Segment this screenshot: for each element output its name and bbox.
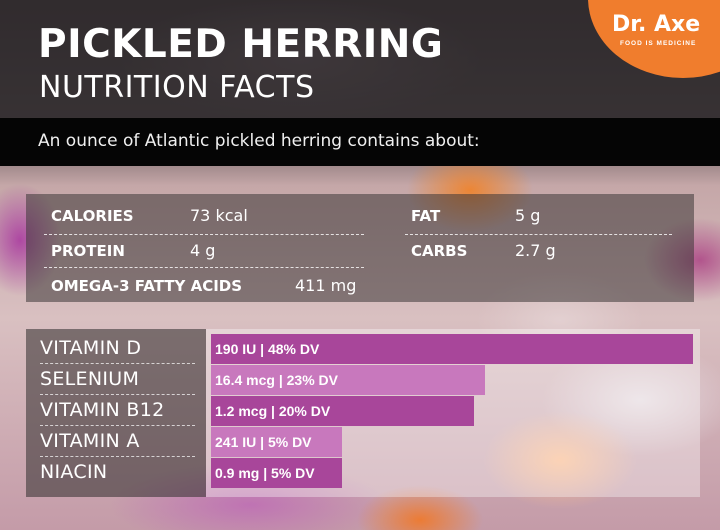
- macros-panel: [26, 194, 694, 302]
- stat-value: 5 g: [515, 206, 541, 225]
- divider: [40, 394, 195, 395]
- intro-bar: [0, 118, 720, 166]
- stat-label: PROTEIN: [51, 242, 125, 260]
- stat-label: OMEGA-3 FATTY ACIDS: [51, 277, 243, 295]
- bar-selenium: 16.4 mcg | 23% DV: [211, 365, 485, 395]
- intro-text: An ounce of Atlantic pickled herring con…: [38, 131, 480, 151]
- stat-value: 2.7 g: [515, 241, 556, 260]
- bar-vitamin-d: 190 IU | 48% DV: [211, 334, 693, 364]
- bar-vitamin-b12: 1.2 mcg | 20% DV: [211, 396, 474, 426]
- vitamin-label: NIACIN: [40, 461, 108, 483]
- divider: [44, 234, 364, 235]
- divider: [40, 425, 195, 426]
- divider: [405, 234, 672, 235]
- stat-label: FAT: [411, 207, 441, 225]
- stat-value: 4 g: [190, 241, 216, 260]
- vitamin-label: VITAMIN A: [40, 430, 140, 452]
- vitamins-label-panel: [26, 329, 206, 497]
- stat-value: 73 kcal: [190, 206, 248, 225]
- stat-label: CARBS: [411, 242, 468, 260]
- vitamin-label: VITAMIN D: [40, 337, 142, 359]
- page-subtitle: NUTRITION FACTS: [39, 70, 315, 105]
- page-title: PICKLED HERRING: [38, 22, 444, 67]
- vitamin-label: VITAMIN B12: [40, 399, 165, 421]
- divider: [44, 267, 364, 268]
- brand-logo-name: Dr. Axe: [612, 12, 701, 37]
- divider: [40, 456, 195, 457]
- stat-label: CALORIES: [51, 207, 134, 225]
- stat-value: 411 mg: [295, 276, 357, 295]
- bar-niacin: 0.9 mg | 5% DV: [211, 458, 342, 488]
- brand-logo-tagline: FOOD IS MEDICINE: [620, 40, 697, 47]
- bar-vitamin-a: 241 IU | 5% DV: [211, 427, 342, 457]
- vitamin-label: SELENIUM: [40, 368, 140, 390]
- divider: [40, 363, 195, 364]
